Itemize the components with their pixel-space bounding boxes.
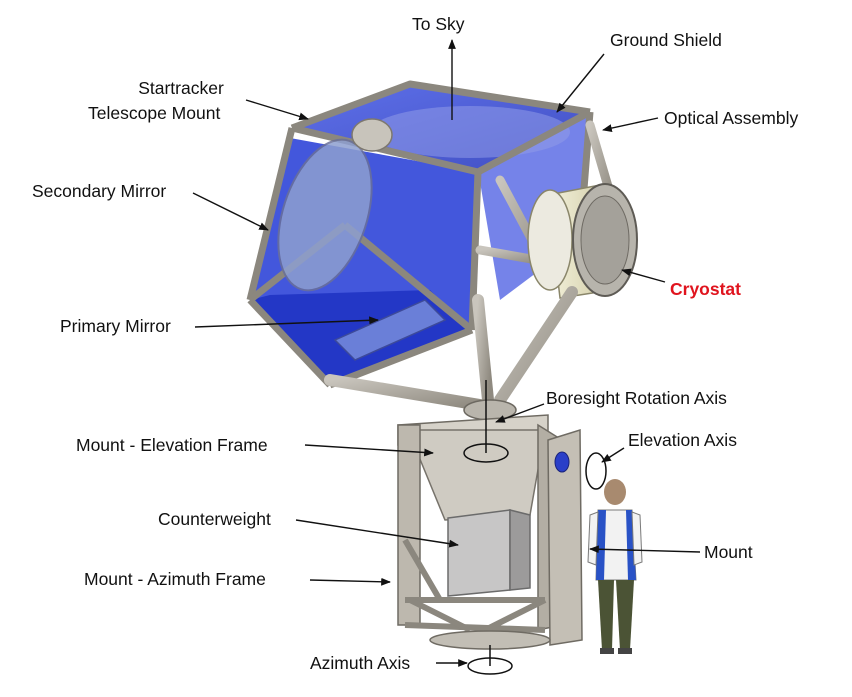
person-figure [587, 479, 643, 654]
primary-mirror [333, 299, 447, 361]
arrow-primary-mirror [194, 316, 379, 328]
arrow-secondary-mirror [192, 192, 269, 231]
arrow-cryostat [621, 268, 666, 283]
label-startracker-line1: Startracker [138, 78, 224, 98]
label-cryostat: Cryostat [670, 279, 741, 299]
mount-azimuth-frame [402, 538, 547, 633]
arrow-boresight [495, 403, 545, 423]
arrow-azimuth-frame [309, 577, 391, 586]
elevation-bearing [554, 451, 570, 473]
label-ground-shield: Ground Shield [610, 30, 722, 50]
label-elevation-axis: Elevation Axis [628, 430, 737, 450]
cryostat [527, 183, 638, 299]
label-mount: Mount [704, 542, 753, 562]
label-startracker-line2: Telescope Mount [88, 103, 221, 123]
counterweight [447, 509, 531, 597]
arrow-counterweight [295, 519, 459, 548]
elevation-axis-symbol [585, 452, 607, 490]
startracker-mount [351, 118, 393, 152]
arrow-startracker [245, 99, 309, 121]
label-counterweight: Counterweight [158, 509, 271, 529]
arrow-mount [589, 545, 701, 554]
label-azimuth-axis: Azimuth Axis [310, 653, 411, 673]
arrow-optical-assembly [602, 117, 659, 132]
label-boresight-rotation-axis: Boresight Rotation Axis [546, 388, 727, 408]
label-secondary-mirror: Secondary Mirror [32, 181, 167, 201]
label-primary-mirror: Primary Mirror [60, 316, 171, 336]
arrow-elevation-axis [601, 447, 625, 463]
arrow-ground-shield [556, 53, 605, 113]
label-optical-assembly: Optical Assembly [664, 108, 799, 128]
mount-elevation-frame [397, 414, 583, 646]
label-to-sky: To Sky [412, 14, 465, 34]
secondary-mirror [277, 138, 373, 292]
arrow-elevation-frame [304, 444, 434, 457]
label-mount-azimuth-frame: Mount - Azimuth Frame [84, 569, 266, 589]
label-mount-elevation-frame: Mount - Elevation Frame [76, 435, 268, 455]
